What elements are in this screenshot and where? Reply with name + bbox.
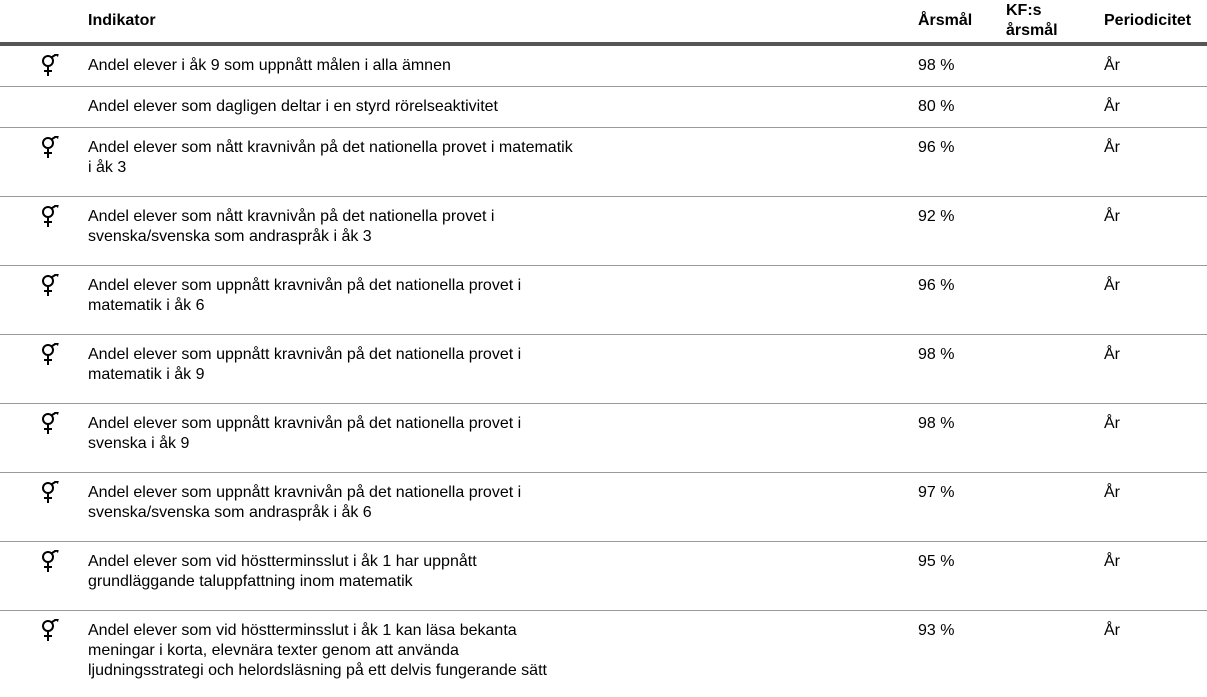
header-row: Indikator Årsmål KF:s årsmål Periodicite… (0, 0, 1207, 44)
kf-target-cell (994, 542, 1092, 611)
icon-cell (0, 473, 76, 542)
target-cell: 98 % (906, 404, 994, 473)
indicator-cell: Andel elever som nått kravnivån på det n… (76, 128, 906, 197)
indicator-cell: Andel elever som vid höstterminsslut i å… (76, 542, 906, 611)
table-row: Andel elever som nått kravnivån på det n… (0, 197, 1207, 266)
icon-cell (0, 128, 76, 197)
table-row: Andel elever som vid höstterminsslut i å… (0, 542, 1207, 611)
gender-icon (40, 136, 60, 160)
target-cell: 96 % (906, 266, 994, 335)
icon-cell (0, 44, 76, 87)
gender-icon (40, 274, 60, 298)
period-cell: År (1092, 197, 1207, 266)
kf-target-cell (994, 197, 1092, 266)
target-cell: 95 % (906, 542, 994, 611)
gender-icon (40, 481, 60, 505)
icon-cell (0, 404, 76, 473)
period-cell: År (1092, 473, 1207, 542)
kf-target-cell (994, 473, 1092, 542)
indicator-cell: Andel elever som uppnått kravnivån på de… (76, 404, 906, 473)
kf-target-cell (994, 404, 1092, 473)
icon-cell (0, 611, 76, 697)
header-icon (0, 0, 76, 44)
table-row: Andel elever som nått kravnivån på det n… (0, 128, 1207, 197)
period-cell: År (1092, 542, 1207, 611)
gender-icon (40, 343, 60, 367)
table-row: Andel elever som uppnått kravnivån på de… (0, 335, 1207, 404)
gender-icon (40, 412, 60, 436)
icon-cell (0, 542, 76, 611)
kf-target-cell (994, 335, 1092, 404)
header-cell: Periodicitet (1092, 0, 1207, 44)
kf-target-cell (994, 87, 1092, 128)
header-cell: Indikator (76, 0, 906, 44)
header-cell: Årsmål (906, 0, 994, 44)
period-cell: År (1092, 404, 1207, 473)
target-cell: 97 % (906, 473, 994, 542)
indicator-cell: Andel elever i åk 9 som uppnått målen i … (76, 44, 906, 87)
target-cell: 98 % (906, 335, 994, 404)
target-cell: 96 % (906, 128, 994, 197)
icon-cell (0, 197, 76, 266)
period-cell: År (1092, 266, 1207, 335)
period-cell: År (1092, 335, 1207, 404)
indicator-cell: Andel elever som uppnått kravnivån på de… (76, 473, 906, 542)
table-row: Andel elever som vid höstterminsslut i å… (0, 611, 1207, 697)
target-cell: 92 % (906, 197, 994, 266)
target-cell: 98 % (906, 44, 994, 87)
table-row: Andel elever i åk 9 som uppnått målen i … (0, 44, 1207, 87)
gender-icon (40, 205, 60, 229)
header-cell: KF:s årsmål (994, 0, 1092, 44)
period-cell: År (1092, 611, 1207, 697)
gender-icon (40, 54, 60, 78)
indicator-cell: Andel elever som nått kravnivån på det n… (76, 197, 906, 266)
indicator-cell: Andel elever som vid höstterminsslut i å… (76, 611, 906, 697)
icon-cell (0, 87, 76, 128)
target-cell: 93 % (906, 611, 994, 697)
kf-target-cell (994, 128, 1092, 197)
kf-target-cell (994, 44, 1092, 87)
icon-cell (0, 266, 76, 335)
gender-icon (40, 619, 60, 643)
table-row: Andel elever som dagligen deltar i en st… (0, 87, 1207, 128)
period-cell: År (1092, 44, 1207, 87)
kf-target-cell (994, 611, 1092, 697)
period-cell: År (1092, 87, 1207, 128)
indicator-cell: Andel elever som uppnått kravnivån på de… (76, 335, 906, 404)
table-row: Andel elever som uppnått kravnivån på de… (0, 266, 1207, 335)
target-cell: 80 % (906, 87, 994, 128)
period-cell: År (1092, 128, 1207, 197)
table-row: Andel elever som uppnått kravnivån på de… (0, 473, 1207, 542)
table-row: Andel elever som uppnått kravnivån på de… (0, 404, 1207, 473)
gender-icon (40, 550, 60, 574)
indicator-cell: Andel elever som uppnått kravnivån på de… (76, 266, 906, 335)
indicator-cell: Andel elever som dagligen deltar i en st… (76, 87, 906, 128)
kf-target-cell (994, 266, 1092, 335)
icon-cell (0, 335, 76, 404)
